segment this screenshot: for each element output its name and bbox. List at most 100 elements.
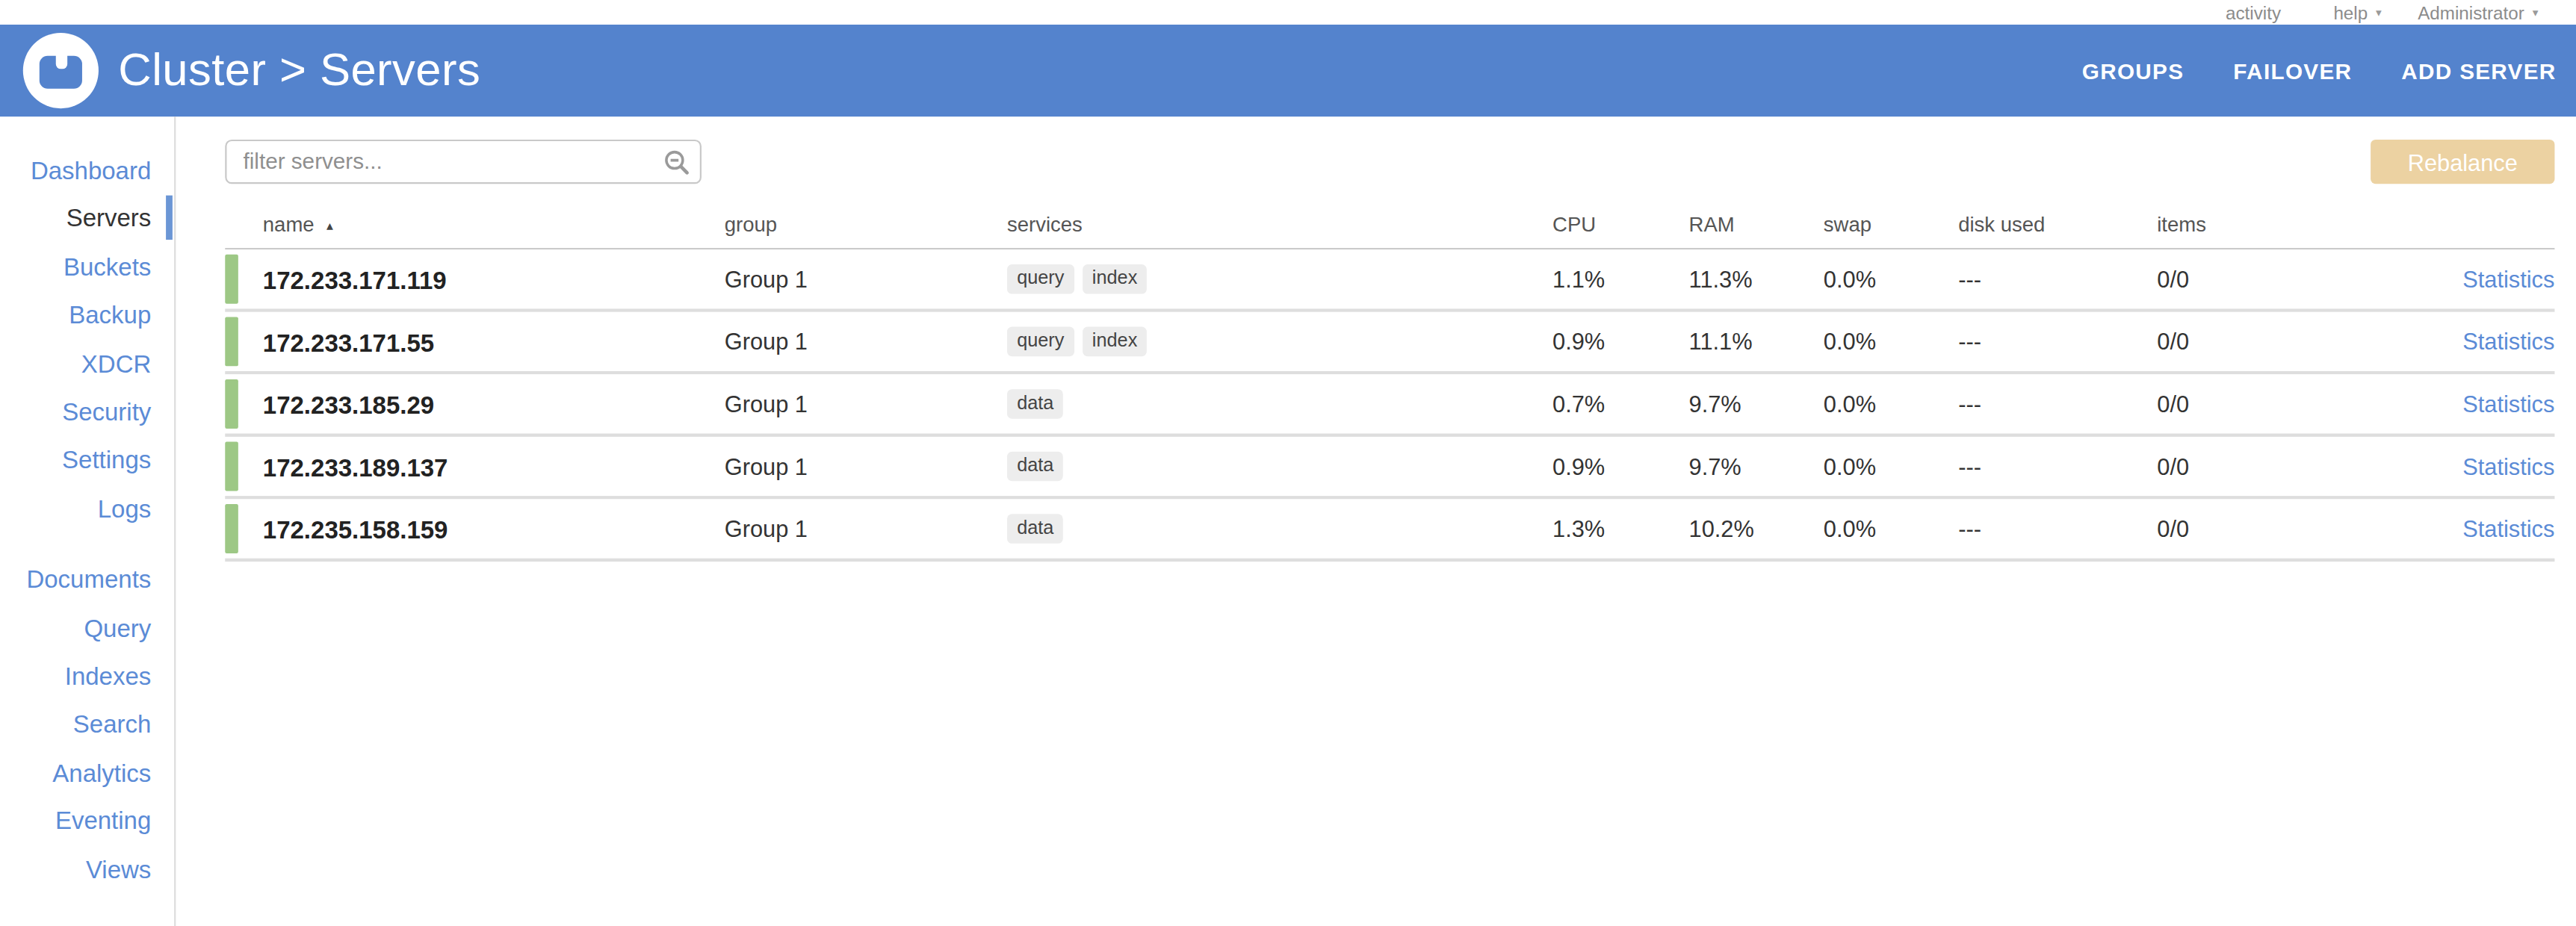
column-header-services: services (1007, 213, 1552, 236)
sidebar-item-analytics[interactable]: Analytics (0, 748, 151, 797)
sidebar-item-xdcr[interactable]: XDCR (0, 339, 151, 388)
server-services: data (1007, 452, 1552, 480)
user-menu[interactable]: Administrator ▾ (2418, 2, 2538, 22)
service-badge: data (1007, 452, 1064, 480)
chevron-down-icon: ▾ (2376, 6, 2382, 19)
help-menu[interactable]: help ▾ (2333, 2, 2381, 22)
server-status-healthy-bar (225, 379, 238, 429)
server-status-healthy-bar (225, 255, 238, 304)
server-ram: 10.2% (1689, 515, 1824, 541)
header-nav: GROUPS FAILOVER ADD SERVER (2082, 58, 2557, 83)
server-items: 0/0 (2157, 453, 2354, 479)
failover-button[interactable]: FAILOVER (2233, 58, 2352, 83)
server-swap: 0.0% (1824, 329, 1958, 355)
service-badge: data (1007, 515, 1064, 543)
sidebar-item-query[interactable]: Query (0, 603, 151, 652)
couchbase-logo-icon (23, 33, 99, 108)
server-name: 172.233.189.137 (263, 453, 725, 480)
user-label: Administrator (2418, 2, 2524, 22)
sidebar-item-search[interactable]: Search (0, 700, 151, 749)
column-header-name[interactable]: name ▴ (263, 213, 725, 236)
column-header-ram: RAM (1689, 213, 1824, 236)
server-name: 172.233.171.119 (263, 265, 725, 293)
statistics-link[interactable]: Statistics (2462, 515, 2554, 541)
main-content: Rebalance name ▴ group services CPU RAM … (176, 116, 2576, 926)
server-disk-used: --- (1958, 266, 2157, 292)
server-cpu: 0.7% (1552, 391, 1689, 417)
table-row[interactable]: 172.233.171.119 Group 1 query index 1.1%… (225, 249, 2554, 312)
server-disk-used: --- (1958, 391, 2157, 417)
server-swap: 0.0% (1824, 266, 1958, 292)
sidebar-item-views[interactable]: Views (0, 845, 151, 894)
help-label: help (2333, 2, 2368, 22)
server-disk-used: --- (1958, 515, 2157, 541)
sidebar-item-backup[interactable]: Backup (0, 291, 151, 340)
server-swap: 0.0% (1824, 453, 1958, 479)
table-row[interactable]: 172.235.158.159 Group 1 data 1.3% 10.2% … (225, 499, 2554, 562)
server-name: 172.233.171.55 (263, 328, 725, 355)
server-group: Group 1 (725, 515, 1007, 541)
rebalance-button[interactable]: Rebalance (2371, 140, 2554, 184)
server-disk-used: --- (1958, 453, 2157, 479)
sidebar-item-settings[interactable]: Settings (0, 436, 151, 485)
app-header: Cluster > Servers GROUPS FAILOVER ADD SE… (0, 25, 2576, 116)
statistics-link[interactable]: Statistics (2462, 266, 2554, 292)
server-ram: 9.7% (1689, 391, 1824, 417)
server-items: 0/0 (2157, 515, 2354, 541)
server-cpu: 1.3% (1552, 515, 1689, 541)
server-status-healthy-bar (225, 442, 238, 491)
server-items: 0/0 (2157, 266, 2354, 292)
column-header-disk-used: disk used (1958, 213, 2157, 236)
server-ram: 9.7% (1689, 453, 1824, 479)
sidebar-item-logs[interactable]: Logs (0, 484, 151, 532)
statistics-link[interactable]: Statistics (2462, 391, 2554, 417)
server-name: 172.233.185.29 (263, 390, 725, 417)
server-cpu: 1.1% (1552, 266, 1689, 292)
sidebar-item-security[interactable]: Security (0, 388, 151, 436)
column-header-group: group (725, 213, 1007, 236)
groups-button[interactable]: GROUPS (2082, 58, 2185, 83)
service-badge: index (1083, 265, 1148, 293)
table-header-row: name ▴ group services CPU RAM swap disk … (225, 200, 2554, 249)
server-group: Group 1 (725, 329, 1007, 355)
server-services: data (1007, 515, 1552, 543)
server-group: Group 1 (725, 391, 1007, 417)
server-disk-used: --- (1958, 329, 2157, 355)
server-cpu: 0.9% (1552, 453, 1689, 479)
top-utility-bar: activity help ▾ Administrator ▾ (0, 0, 2576, 25)
server-swap: 0.0% (1824, 515, 1958, 541)
server-status-healthy-bar (225, 317, 238, 366)
server-swap: 0.0% (1824, 391, 1958, 417)
server-name: 172.235.158.159 (263, 515, 725, 542)
sidebar-item-indexes[interactable]: Indexes (0, 652, 151, 700)
filter-servers-input[interactable] (225, 140, 702, 184)
server-group: Group 1 (725, 453, 1007, 479)
server-services: query index (1007, 327, 1552, 355)
table-row[interactable]: 172.233.189.137 Group 1 data 0.9% 9.7% 0… (225, 437, 2554, 500)
servers-table: name ▴ group services CPU RAM swap disk … (225, 200, 2554, 562)
server-services: data (1007, 390, 1552, 418)
sidebar-item-buckets[interactable]: Buckets (0, 243, 151, 291)
app-viewport: activity help ▾ Administrator ▾ Cluster … (0, 0, 2576, 926)
search-icon (663, 149, 690, 175)
server-cpu: 0.9% (1552, 329, 1689, 355)
sidebar-item-dashboard[interactable]: Dashboard (0, 146, 151, 195)
column-header-cpu: CPU (1552, 213, 1689, 236)
server-status-healthy-bar (225, 504, 238, 553)
sidebar: Dashboard Servers Buckets Backup XDCR Se… (0, 116, 176, 926)
sidebar-item-eventing[interactable]: Eventing (0, 797, 151, 845)
sidebar-item-documents[interactable]: Documents (0, 556, 151, 604)
table-row[interactable]: 172.233.185.29 Group 1 data 0.7% 9.7% 0.… (225, 374, 2554, 437)
activity-link[interactable]: activity (2226, 2, 2281, 22)
server-group: Group 1 (725, 266, 1007, 292)
column-header-items: items (2157, 213, 2354, 236)
statistics-link[interactable]: Statistics (2462, 453, 2554, 479)
server-items: 0/0 (2157, 329, 2354, 355)
add-server-button[interactable]: ADD SERVER (2401, 58, 2556, 83)
service-badge: query (1007, 327, 1074, 355)
service-badge: query (1007, 265, 1074, 293)
sidebar-item-servers[interactable]: Servers (0, 194, 151, 243)
statistics-link[interactable]: Statistics (2462, 329, 2554, 355)
table-row[interactable]: 172.233.171.55 Group 1 query index 0.9% … (225, 312, 2554, 375)
server-ram: 11.3% (1689, 266, 1824, 292)
